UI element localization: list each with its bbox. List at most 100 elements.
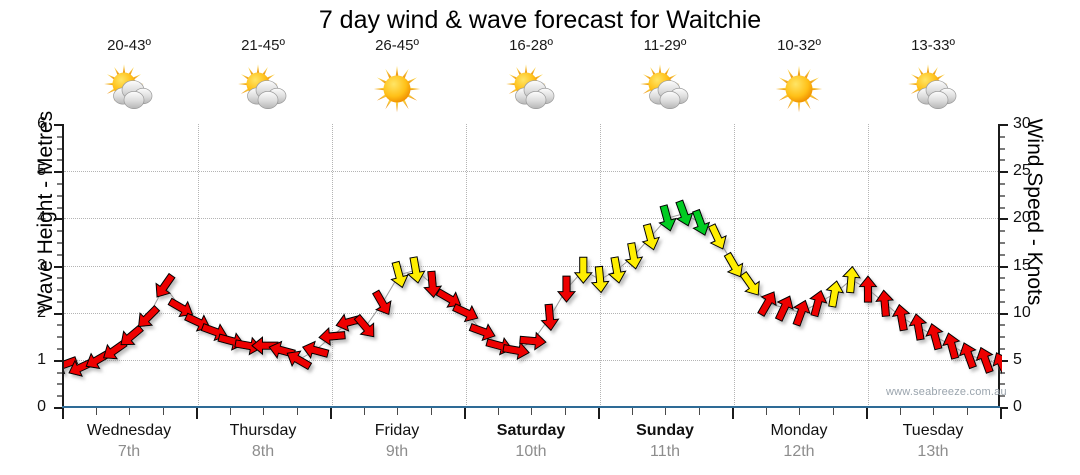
left-tick-minor (57, 395, 62, 398)
x-axis-ticks (62, 408, 1002, 420)
day-name: Monday (770, 422, 828, 439)
x-tick-minor (698, 408, 700, 415)
right-tick-minor (1000, 371, 1005, 374)
wind-arrow (468, 323, 496, 342)
right-tick-minor (1000, 147, 1005, 150)
x-tick-minor (129, 408, 130, 415)
day-name: Friday (374, 422, 420, 439)
day-header-wednesday: 20-43º (62, 36, 196, 124)
x-tick-major (196, 408, 198, 419)
x-tick-minor (899, 408, 901, 415)
left-tick-minor (57, 371, 62, 374)
gridline-vertical (332, 124, 333, 407)
left-tick-minor (57, 277, 62, 280)
right-tick-minor (1000, 348, 1005, 351)
wind-arrow (435, 288, 462, 308)
right-tick-minor (1000, 182, 1005, 185)
x-tick-major (598, 408, 600, 419)
partly-cloudy-icon (903, 58, 963, 120)
left-tick-major (54, 218, 62, 221)
right-tick-minor (1000, 336, 1005, 339)
gridline-vertical (466, 124, 467, 407)
gridline-vertical (198, 124, 199, 407)
wind-arrow (502, 341, 530, 361)
right-tick-minor (1000, 135, 1005, 138)
left-tick-minor (57, 230, 62, 233)
right-tick-minor (1000, 194, 1005, 197)
x-tick-minor (95, 408, 97, 415)
right-tick-major (1000, 407, 1008, 409)
day-date: 10th (515, 443, 547, 460)
day-name: Wednesday (86, 422, 172, 439)
plot-area (62, 124, 1002, 407)
left-tick-label: 5 (37, 162, 46, 180)
day-label-sunday: Sunday 11th (598, 420, 732, 463)
gridline-horizontal (64, 359, 998, 361)
right-tick-minor (1000, 230, 1005, 233)
left-tick-minor (57, 135, 62, 138)
x-tick-minor (531, 408, 532, 415)
gridline-horizontal (64, 171, 998, 173)
gridline-horizontal (64, 265, 998, 267)
wind-arrow (739, 270, 760, 296)
right-tick-label: 5 (1013, 350, 1022, 368)
day-name: Saturday (496, 422, 566, 439)
right-tick-label: 25 (1013, 162, 1031, 180)
x-axis-baseline (62, 406, 1000, 408)
gridline-vertical (868, 124, 869, 407)
day-name: Thursday (229, 422, 297, 439)
wind-arrow (251, 336, 279, 356)
right-tick-minor (1000, 277, 1005, 280)
sunny-icon (769, 58, 829, 120)
left-tick-minor (57, 383, 62, 386)
x-tick-minor (631, 408, 633, 415)
left-tick-minor (57, 253, 62, 256)
left-tick-minor (57, 159, 62, 162)
day-label-saturday: Saturday 10th (464, 420, 598, 463)
sunny-icon (367, 58, 427, 120)
x-tick-minor (665, 408, 666, 415)
left-tick-major (54, 171, 62, 174)
left-tick-major (54, 407, 62, 409)
temperature-range: 10-32º (777, 37, 821, 54)
wind-arrow (485, 336, 513, 356)
temperature-range: 16-28º (509, 37, 553, 54)
x-tick-minor (263, 408, 264, 415)
left-tick-label: 1 (37, 350, 46, 368)
day-header-strip: 20-43º 21-45º 26-45º 16-28º 11-29º 10-32º 13-3… (62, 36, 1000, 124)
x-tick-minor (765, 408, 767, 415)
x-tick-minor (397, 408, 398, 415)
left-tick-major (54, 312, 62, 315)
x-tick-minor (497, 408, 499, 415)
wind-arrow (519, 331, 547, 351)
wind-arrow (68, 357, 95, 377)
wind-arrow (556, 275, 577, 303)
wind-arrow (301, 340, 330, 360)
x-tick-minor (296, 408, 298, 415)
gridline-vertical (734, 124, 735, 407)
wind-arrow (217, 332, 245, 351)
left-tick-minor (57, 289, 62, 292)
partly-cloudy-icon (501, 58, 561, 120)
partly-cloudy-icon (99, 58, 159, 120)
day-label-wednesday: Wednesday 7th (62, 420, 196, 463)
day-header-sunday: 11-29º (598, 36, 732, 124)
wind-arrow (891, 303, 911, 332)
wind-arrow (992, 352, 1002, 379)
day-header-saturday: 16-28º (464, 36, 598, 124)
wind-arrow (841, 265, 861, 294)
wind-arrow (120, 324, 144, 346)
day-label-friday: Friday 9th (330, 420, 464, 463)
day-date: 12th (783, 443, 815, 460)
day-label-tuesday: Tuesday 13th (866, 420, 1000, 463)
right-tick-minor (1000, 289, 1005, 292)
wind-arrow (423, 270, 443, 299)
page-title: 7 day wind & wave forecast for Waitchie (318, 6, 762, 34)
wind-arrow (353, 313, 375, 338)
x-tick-minor (363, 408, 365, 415)
wind-arrow (641, 223, 661, 251)
right-tick-minor (1000, 324, 1005, 327)
wind-arrow (942, 332, 961, 360)
left-tick-major (54, 359, 62, 362)
wind-arrow (958, 342, 977, 370)
